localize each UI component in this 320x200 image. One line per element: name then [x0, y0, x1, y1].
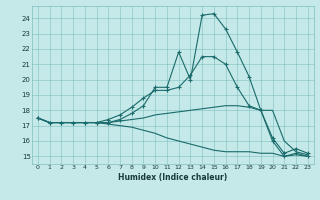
X-axis label: Humidex (Indice chaleur): Humidex (Indice chaleur) [118, 173, 228, 182]
